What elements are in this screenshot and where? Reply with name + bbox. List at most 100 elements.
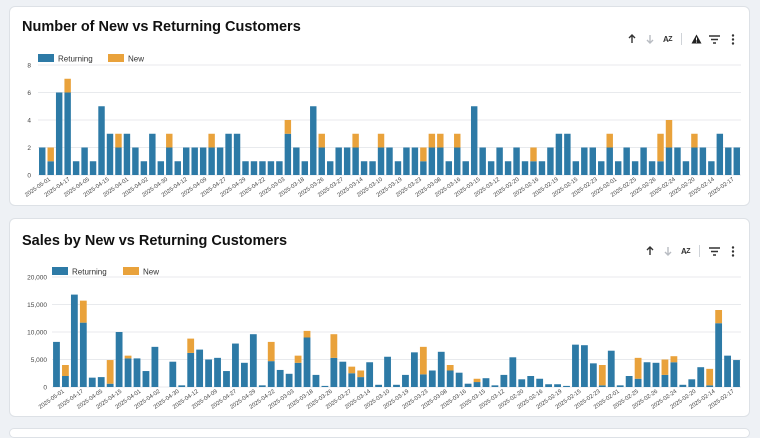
bar-returning <box>445 161 453 175</box>
legend-swatch-returning <box>52 267 68 275</box>
bar-returning <box>294 362 302 387</box>
bar-returning <box>267 361 275 387</box>
bar-returning <box>724 355 731 387</box>
bar-returning <box>140 161 148 175</box>
bar-returning <box>285 373 293 387</box>
bar-returning <box>634 378 642 387</box>
bar-new <box>670 356 678 363</box>
warning-icon[interactable] <box>688 31 705 47</box>
legend-label-returning: Returning <box>72 268 107 277</box>
bar-returning <box>375 384 383 387</box>
bar-returning <box>242 161 249 175</box>
bar-new <box>530 147 537 162</box>
bar-returning <box>572 344 579 387</box>
bar-returning <box>183 147 190 175</box>
sort-ascending-icon[interactable] <box>641 243 658 259</box>
bar-returning <box>310 106 317 175</box>
y-tick-label: 2 <box>27 145 31 152</box>
bar-returning <box>479 147 486 175</box>
bar-returning <box>196 349 204 387</box>
bar-returning <box>384 356 391 387</box>
bar-new <box>657 133 664 162</box>
bar-returning <box>652 362 660 387</box>
bar-new <box>598 365 606 386</box>
bar-returning <box>403 147 410 175</box>
bar-returning <box>81 147 88 175</box>
bar-returning <box>411 147 419 175</box>
bar-returning <box>106 383 114 387</box>
bar-new <box>706 368 714 386</box>
filter-icon[interactable] <box>706 31 723 47</box>
bar-returning <box>538 161 546 175</box>
bar-returning <box>670 362 678 387</box>
bar-returning <box>39 147 46 175</box>
sort-descending-icon[interactable] <box>641 31 658 47</box>
legend-label-new: New <box>128 55 144 64</box>
bar-new <box>294 355 302 363</box>
sort-descending-icon[interactable] <box>659 243 676 259</box>
bar-returning <box>357 377 365 387</box>
bar-returning <box>64 92 71 175</box>
legend-swatch-new <box>123 267 139 275</box>
legend-label-returning: Returning <box>58 55 93 64</box>
bar-returning <box>419 374 427 387</box>
bar-returning <box>366 362 374 387</box>
bar-returning <box>504 161 512 175</box>
bar-returning <box>536 378 544 387</box>
sort-ascending-icon[interactable] <box>623 31 640 47</box>
toolbar-divider <box>681 33 682 45</box>
bar-returning <box>249 334 257 387</box>
bar-new <box>115 133 122 148</box>
bar-returning <box>293 147 300 175</box>
bar-returning <box>149 133 156 175</box>
bar-returning <box>106 133 114 175</box>
bar-returning <box>97 377 105 387</box>
bar-returning <box>62 376 69 387</box>
bar-returning <box>554 384 561 387</box>
bar-returning <box>98 106 105 175</box>
bar-new <box>437 133 444 148</box>
bar-returning <box>174 161 181 175</box>
filter-icon[interactable] <box>706 243 723 259</box>
bar-returning <box>614 161 622 175</box>
more-options-icon[interactable] <box>724 243 741 259</box>
bar-returning <box>410 352 418 387</box>
bar-new <box>208 133 215 148</box>
bar-returning <box>208 147 215 175</box>
bar-returning <box>697 367 705 387</box>
bar-returning <box>402 374 409 387</box>
bar-returning <box>88 377 96 387</box>
bar-returning <box>454 147 461 175</box>
bar-returning <box>169 361 177 387</box>
bar-returning <box>496 147 503 175</box>
bar-returning <box>178 385 186 387</box>
y-tick-label: 15,000 <box>27 302 47 309</box>
more-options-icon[interactable] <box>724 31 741 47</box>
y-tick-label: 0 <box>43 385 47 392</box>
y-tick-label: 10,000 <box>27 330 47 337</box>
bar-returning <box>223 371 230 387</box>
bar-returning <box>335 147 342 175</box>
bar-returning <box>79 322 87 387</box>
bar-returning <box>124 358 132 387</box>
bar-new <box>166 133 173 148</box>
legend-swatch-new <box>108 54 124 62</box>
bar-returning <box>518 379 526 387</box>
bar-returning <box>259 161 266 175</box>
bar-returning <box>589 147 596 175</box>
bar-returning <box>446 370 454 387</box>
bar-returning <box>616 385 624 387</box>
bar-returning <box>564 133 571 175</box>
bar-new <box>124 355 132 359</box>
bar-returning <box>240 362 248 387</box>
bar-returning <box>393 384 400 387</box>
bar-returning <box>303 337 311 387</box>
bar-returning <box>572 161 580 175</box>
bar-returning <box>258 385 266 387</box>
bar-returning <box>250 161 258 175</box>
bar-returning <box>339 361 347 387</box>
